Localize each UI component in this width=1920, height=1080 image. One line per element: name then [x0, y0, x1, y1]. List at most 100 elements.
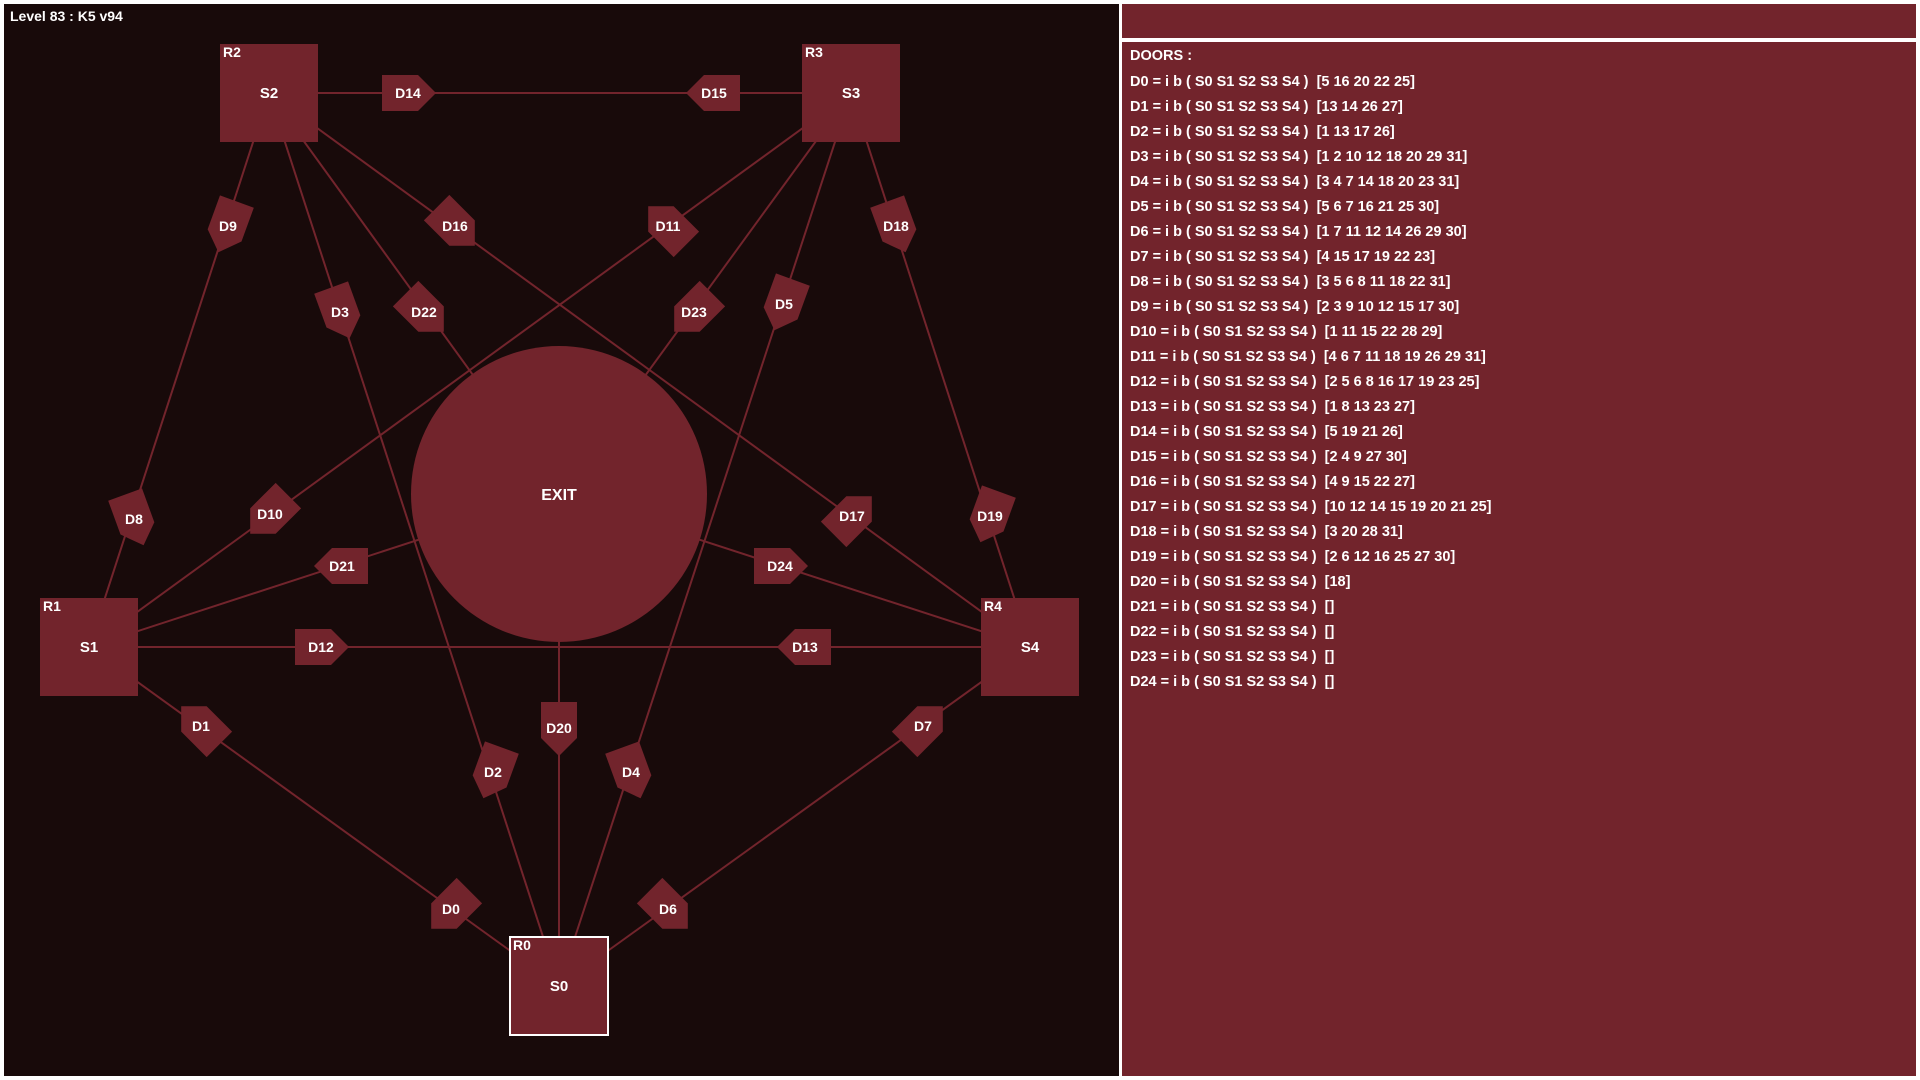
- door-d16[interactable]: D16: [423, 194, 488, 259]
- door-d10[interactable]: D10: [237, 482, 302, 547]
- room-id-label: R4: [984, 598, 1002, 614]
- door-d11[interactable]: D11: [635, 193, 700, 258]
- door-shape[interactable]: [382, 75, 436, 111]
- door-shape[interactable]: [418, 877, 483, 942]
- door-label: D17: [839, 508, 865, 524]
- door-d3[interactable]: D3: [314, 281, 366, 344]
- door-shape[interactable]: [314, 548, 368, 584]
- door-label: D23: [681, 304, 707, 320]
- door-d15[interactable]: D15: [686, 75, 740, 111]
- door-label: D2: [484, 764, 502, 780]
- door-shape[interactable]: [758, 273, 810, 336]
- door-d20[interactable]: D20: [541, 702, 577, 756]
- door-entry-d0: D0 = i b ( S0 S1 S2 S3 S4 ) [5 16 20 22 …: [1130, 74, 1415, 90]
- room-id-label: R2: [223, 44, 241, 60]
- door-d13[interactable]: D13: [777, 629, 831, 665]
- door-d5[interactable]: D5: [758, 273, 810, 336]
- door-entry-d17: D17 = i b ( S0 S1 S2 S3 S4 ) [10 12 14 1…: [1130, 499, 1492, 515]
- door-d24[interactable]: D24: [754, 548, 808, 584]
- door-shape[interactable]: [541, 702, 577, 756]
- room-box[interactable]: [220, 44, 318, 142]
- door-d0[interactable]: D0: [418, 877, 483, 942]
- door-entry-d22: D22 = i b ( S0 S1 S2 S3 S4 ) []: [1130, 624, 1335, 640]
- door-list: D0 = i b ( S0 S1 S2 S3 S4 ) [5 16 20 22 …: [1130, 73, 1492, 698]
- room-r0[interactable]: R0 S0: [509, 936, 609, 1036]
- room-box[interactable]: [802, 44, 900, 142]
- door-entry-d23: D23 = i b ( S0 S1 S2 S3 S4 ) []: [1130, 649, 1335, 665]
- door-shape[interactable]: [237, 482, 302, 547]
- door-d19[interactable]: D19: [964, 485, 1016, 548]
- door-shape[interactable]: [820, 483, 885, 548]
- room-r3[interactable]: R3 S3: [802, 44, 900, 142]
- door-shape[interactable]: [202, 195, 254, 258]
- door-label: D8: [125, 511, 143, 527]
- door-shape[interactable]: [891, 693, 956, 758]
- door-label: D11: [656, 218, 681, 234]
- door-label: D5: [775, 296, 793, 312]
- door-label: D19: [977, 508, 1003, 524]
- door-shape[interactable]: [636, 877, 701, 942]
- door-entry-d19: D19 = i b ( S0 S1 S2 S3 S4 ) [2 6 12 16 …: [1130, 549, 1456, 565]
- door-shape[interactable]: [964, 485, 1016, 548]
- connection-line: [88, 92, 270, 648]
- room-r2[interactable]: R2 S2: [220, 44, 318, 142]
- door-d21[interactable]: D21: [314, 548, 368, 584]
- door-d12[interactable]: D12: [295, 629, 349, 665]
- room-name-label: S3: [842, 85, 860, 102]
- door-shape[interactable]: [392, 280, 457, 345]
- door-entry-d9: D9 = i b ( S0 S1 S2 S3 S4 ) [2 3 9 10 12…: [1130, 299, 1460, 315]
- door-entry-d4: D4 = i b ( S0 S1 S2 S3 S4 ) [3 4 7 14 18…: [1130, 174, 1460, 190]
- door-shape[interactable]: [870, 195, 922, 258]
- door-entry-d6: D6 = i b ( S0 S1 S2 S3 S4 ) [1 7 11 12 1…: [1130, 224, 1467, 240]
- door-entry-d2: D2 = i b ( S0 S1 S2 S3 S4 ) [1 13 17 26]: [1130, 124, 1395, 140]
- door-entry-d18: D18 = i b ( S0 S1 S2 S3 S4 ) [3 20 28 31…: [1130, 524, 1403, 540]
- door-shape[interactable]: [467, 741, 519, 804]
- door-d1[interactable]: D1: [168, 693, 233, 758]
- level-title: Level 83 : K5 v94: [10, 8, 123, 24]
- door-entry-d16: D16 = i b ( S0 S1 S2 S3 S4 ) [4 9 15 22 …: [1130, 474, 1415, 490]
- door-shape[interactable]: [605, 741, 657, 804]
- door-label: D15: [701, 85, 727, 101]
- door-d9[interactable]: D9: [202, 195, 254, 258]
- panel-header-bar: [1122, 4, 1916, 38]
- door-label: D9: [219, 218, 237, 234]
- room-name-label: S2: [260, 85, 278, 102]
- door-d2[interactable]: D2: [467, 741, 519, 804]
- door-shape[interactable]: [314, 281, 366, 344]
- door-shape[interactable]: [686, 75, 740, 111]
- room-box[interactable]: [981, 598, 1079, 696]
- door-shape[interactable]: [777, 629, 831, 665]
- room-r4[interactable]: R4 S4: [981, 598, 1079, 696]
- door-d14[interactable]: D14: [382, 75, 436, 111]
- connection-line: [88, 646, 560, 987]
- door-shape[interactable]: [108, 488, 160, 551]
- door-shape[interactable]: [295, 629, 349, 665]
- door-d18[interactable]: D18: [870, 195, 922, 258]
- door-d8[interactable]: D8: [108, 488, 160, 551]
- room-box[interactable]: [40, 598, 138, 696]
- door-d6[interactable]: D6: [636, 877, 701, 942]
- door-d7[interactable]: D7: [891, 693, 956, 758]
- door-shape[interactable]: [661, 280, 726, 345]
- room-box[interactable]: [509, 936, 609, 1036]
- door-label: D21: [329, 558, 355, 574]
- door-entry-d21: D21 = i b ( S0 S1 S2 S3 S4 ) []: [1130, 599, 1335, 615]
- exit-circle[interactable]: [411, 346, 707, 642]
- door-label: D18: [883, 218, 909, 234]
- room-r1[interactable]: R1 S1: [40, 598, 138, 696]
- door-d4[interactable]: D4: [605, 741, 657, 804]
- door-d23[interactable]: D23: [661, 280, 726, 345]
- door-entry-d11: D11 = i b ( S0 S1 S2 S3 S4 ) [4 6 7 11 1…: [1130, 349, 1486, 365]
- door-shape[interactable]: [635, 193, 700, 258]
- door-shape[interactable]: [168, 693, 233, 758]
- door-d17[interactable]: D17: [820, 483, 885, 548]
- game-board: EXIT R0 S0 R1 S1 R2 S2 R3 S3 R4 S4 D0 D1 D2 D3 D4 D5 D6…: [4, 4, 1119, 1076]
- door-label: D14: [395, 85, 421, 101]
- door-label: D4: [622, 764, 640, 780]
- door-label: D10: [257, 506, 283, 522]
- door-label: D0: [442, 901, 460, 917]
- connection-line: [558, 646, 1031, 987]
- door-d22[interactable]: D22: [392, 280, 457, 345]
- door-shape[interactable]: [754, 548, 808, 584]
- room-name-label: S1: [80, 639, 98, 656]
